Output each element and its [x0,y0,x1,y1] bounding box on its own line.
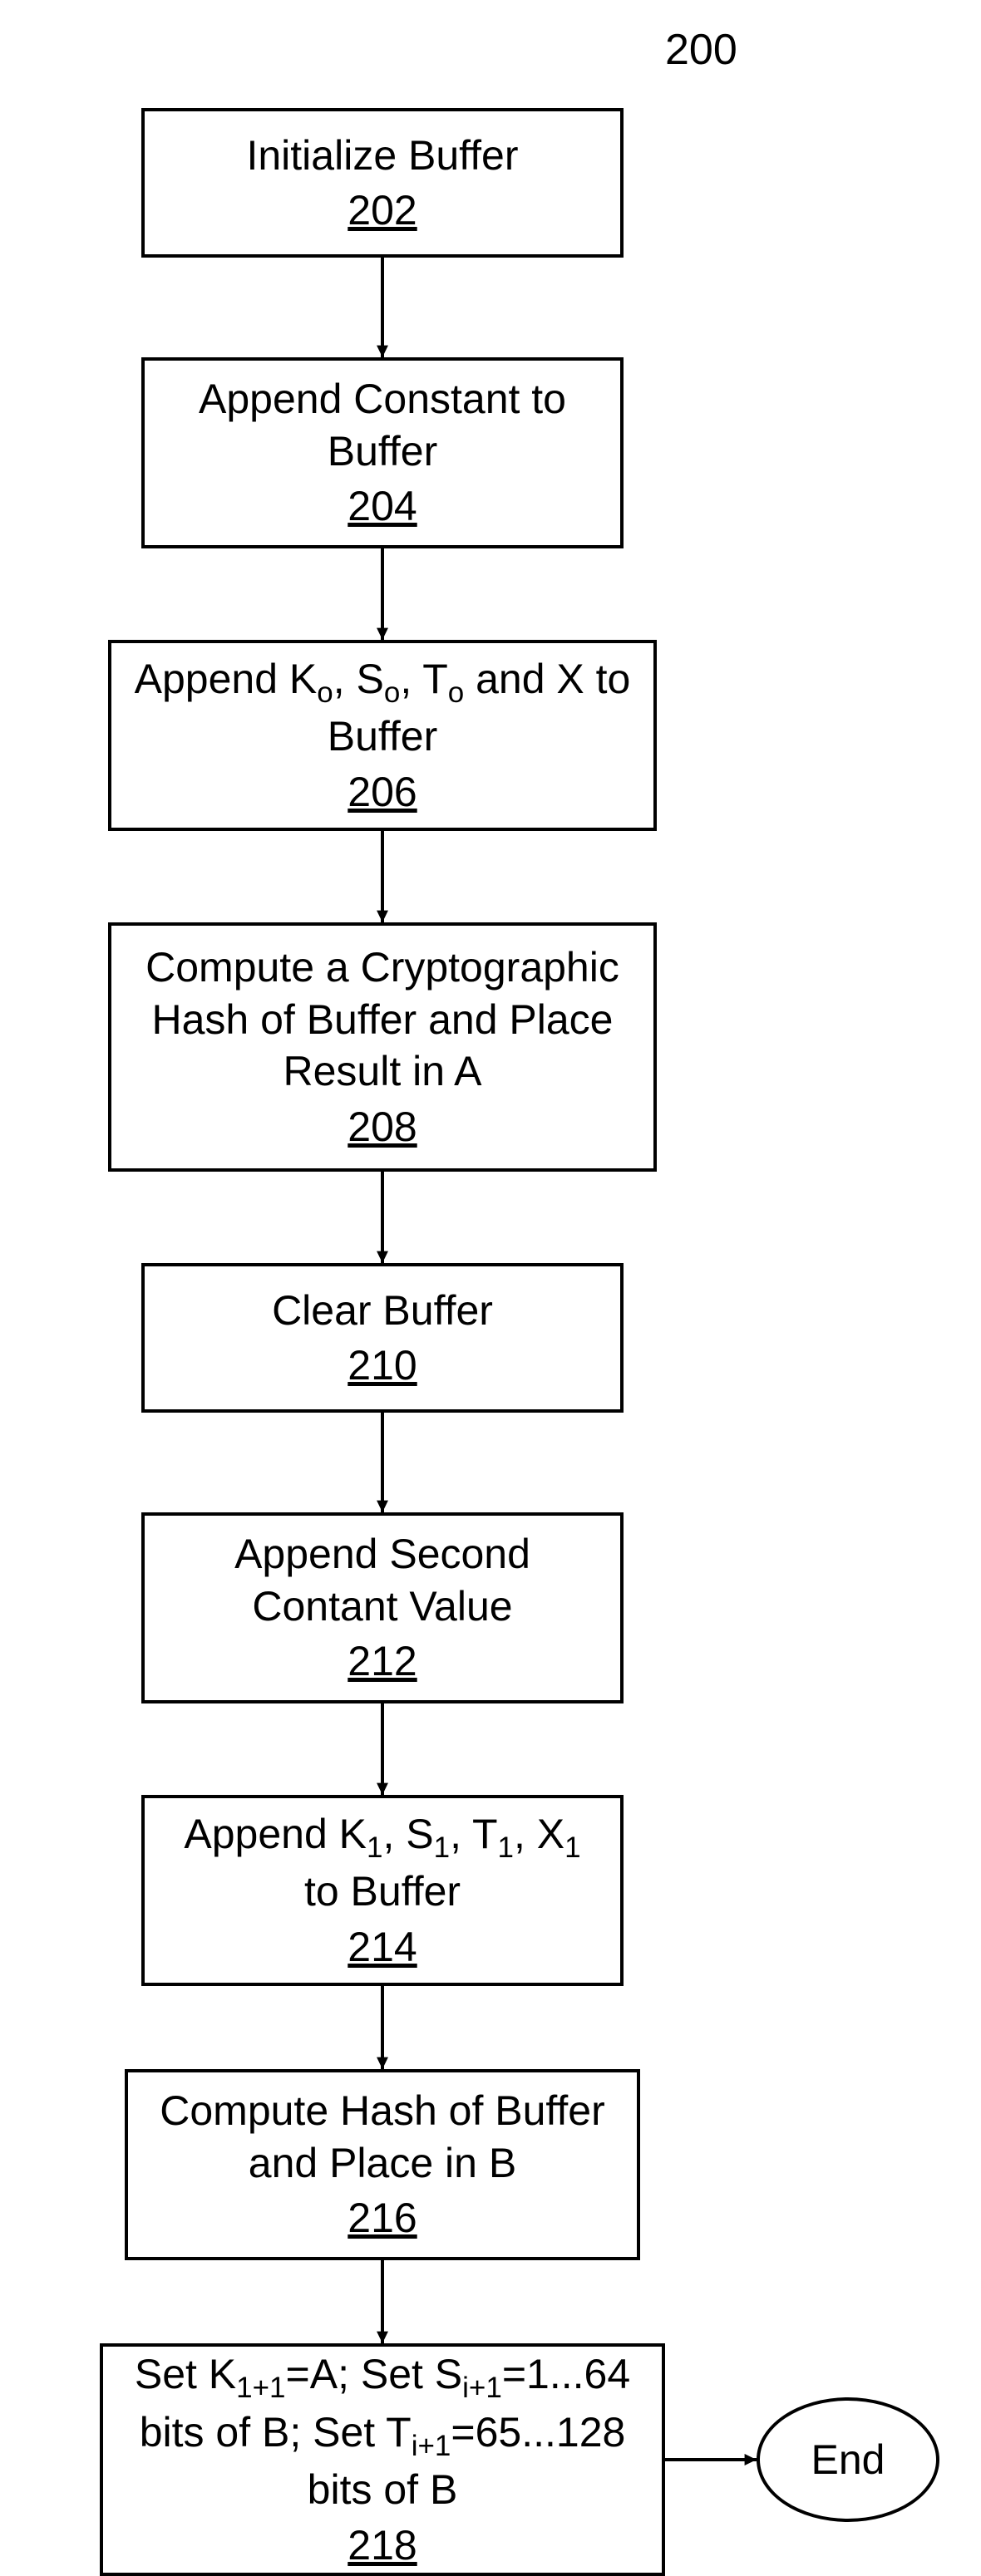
flow-box-label: Append Constant toBuffer [199,373,566,477]
flow-arrow [366,1687,399,1812]
flow-box-number: 218 [348,2519,417,2572]
end-node: End [757,2397,939,2522]
flow-box-label: Clear Buffer [272,1285,493,1337]
flow-box-number: 204 [348,480,417,533]
flow-box-number: 210 [348,1340,417,1392]
flowchart-canvas: 200 End Initialize Buffer202Append Const… [0,0,981,2418]
flow-box-number: 206 [348,766,417,819]
flow-box-210: Clear Buffer210 [141,1263,624,1413]
end-label: End [811,2436,885,2484]
flow-arrow [366,1155,399,1280]
flow-box-label: Append K1, S1, T1, X1to Buffer [184,1808,580,1918]
flow-arrow [648,2443,773,2476]
flow-box-label: Initialize Buffer [246,130,518,182]
flow-box-number: 216 [348,2192,417,2244]
flow-box-number: 214 [348,1921,417,1974]
flow-box-number: 212 [348,1635,417,1688]
flow-box-label: Append SecondContant Value [234,1528,530,1632]
flow-box-number: 202 [348,184,417,237]
flow-box-212: Append SecondContant Value212 [141,1512,624,1703]
flow-arrow [366,241,399,374]
flow-box-206: Append Ko, So, To and X toBuffer206 [108,640,657,831]
flow-box-216: Compute Hash of Bufferand Place in B216 [125,2069,640,2260]
flow-box-number: 208 [348,1101,417,1153]
flow-box-202: Initialize Buffer202 [141,108,624,258]
flow-box-208: Compute a CryptographicHash of Buffer an… [108,922,657,1172]
flow-box-label: Compute a CryptographicHash of Buffer an… [145,941,619,1098]
flow-box-label: Append Ko, So, To and X toBuffer [135,653,631,763]
flow-box-label: Compute Hash of Bufferand Place in B [160,2085,604,2189]
flow-arrow [366,814,399,939]
flow-arrow [366,2244,399,2360]
flow-arrow [366,532,399,656]
flow-box-label: Set K1+1=A; Set Si+1=1...64bits of B; Se… [135,2348,630,2516]
flow-arrow [366,1396,399,1529]
flow-box-218: Set K1+1=A; Set Si+1=1...64bits of B; Se… [100,2343,665,2576]
flow-box-214: Append K1, S1, T1, X1to Buffer214 [141,1795,624,1986]
figure-number: 200 [665,25,737,75]
flow-box-204: Append Constant toBuffer204 [141,357,624,548]
flow-arrow [366,1969,399,2086]
